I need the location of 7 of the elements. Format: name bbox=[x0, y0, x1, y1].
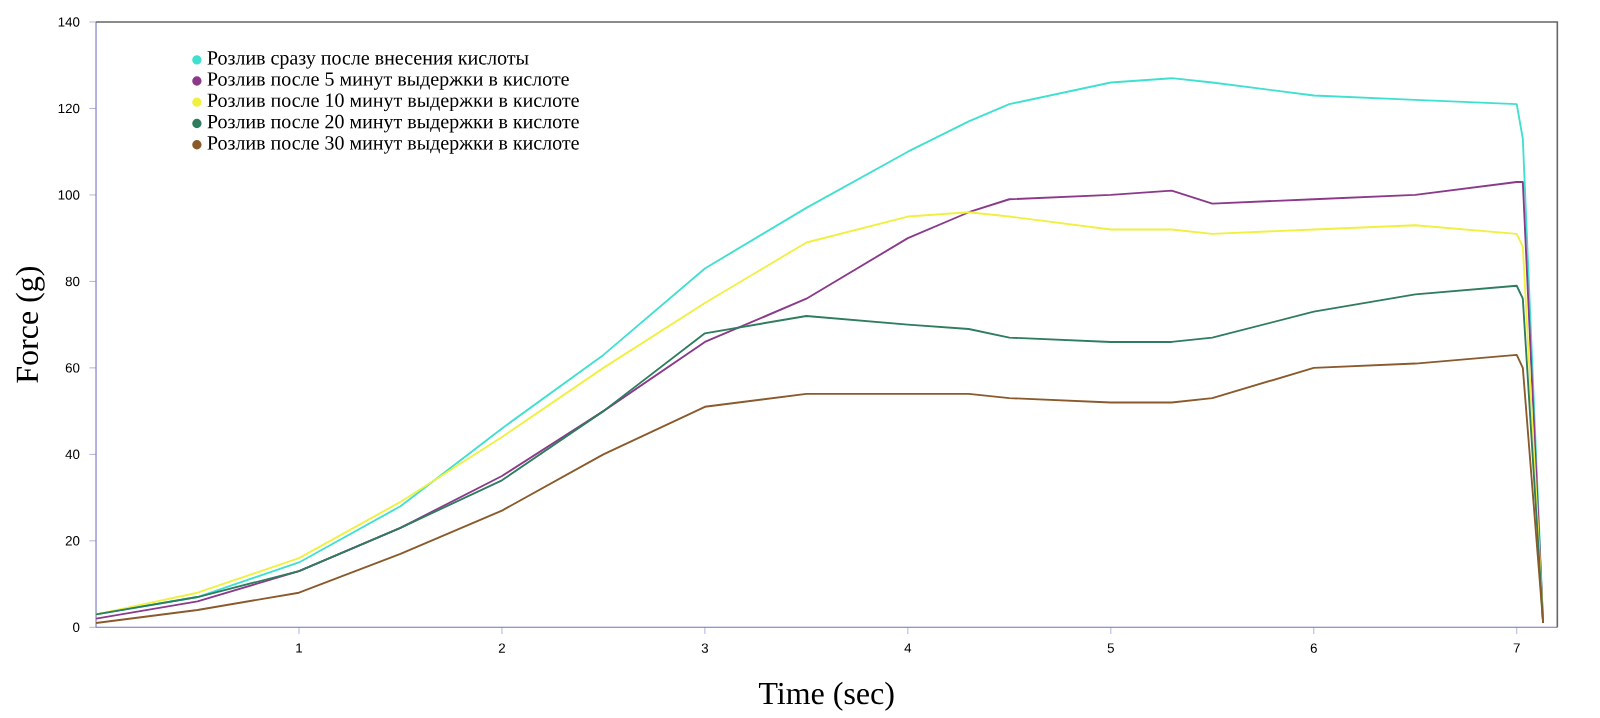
legend-label: Розлив после 5 минут выдержки в кислоте bbox=[207, 72, 569, 90]
legend-label: Розлив сразу после внесения кислоты bbox=[207, 51, 529, 69]
y-axis-title: Force (g) bbox=[15, 267, 45, 383]
legend-label: Розлив после 30 минут выдержки в кислоте bbox=[207, 136, 579, 154]
legend-label: Розлив после 10 минут выдержки в кислоте bbox=[207, 93, 579, 112]
x-axis-title: Time (sec) bbox=[758, 681, 894, 711]
legend-label: Розлив после 20 минут выдержки в кислоте bbox=[207, 114, 579, 133]
